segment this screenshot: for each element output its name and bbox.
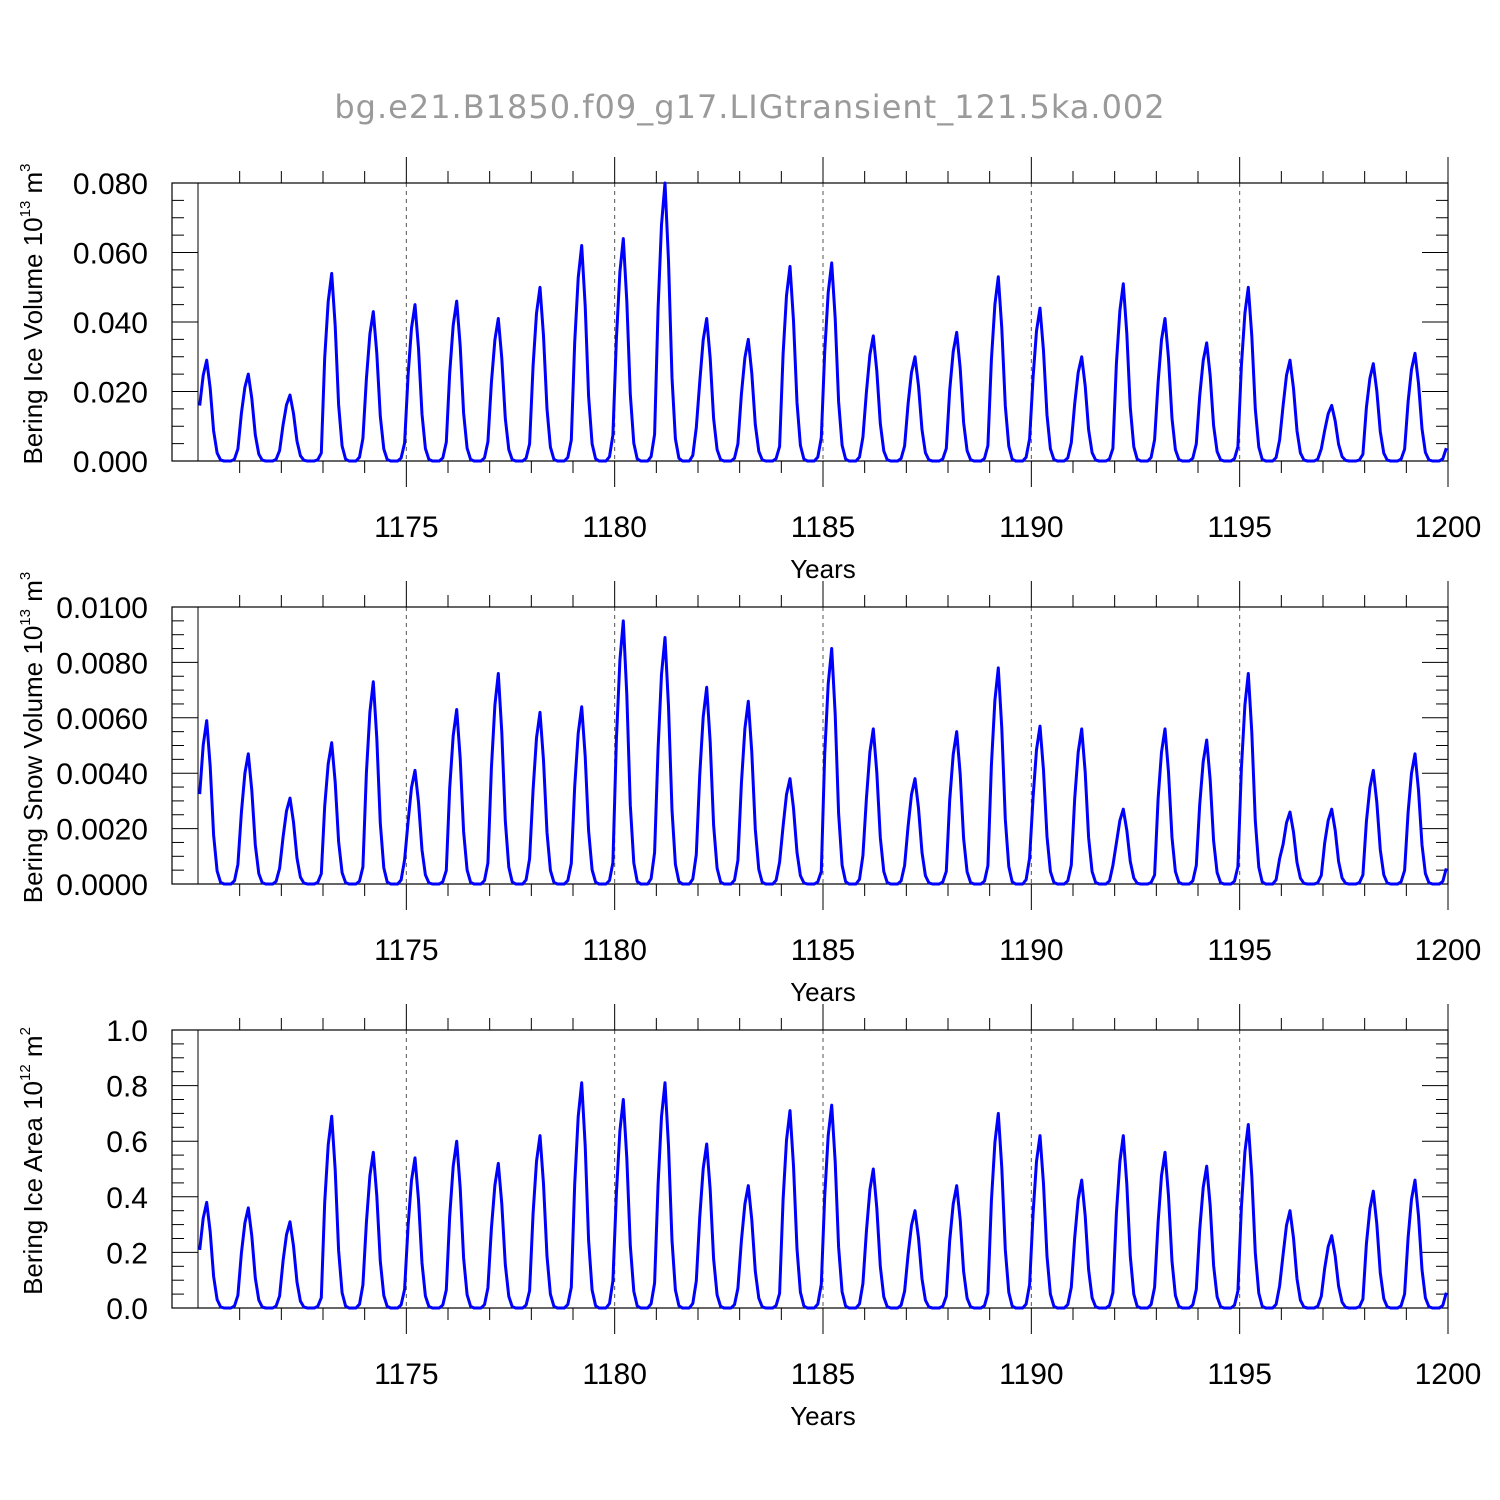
y-tick-label: 0.0020 (56, 814, 148, 847)
x-tick-label: 1190 (999, 1358, 1064, 1391)
x-tick-label: 1195 (1207, 1358, 1272, 1391)
y-tick-label: 0.0060 (56, 703, 148, 736)
x-axis-title: Years (790, 554, 856, 584)
y-tick-label: 0.0100 (56, 592, 148, 625)
series-line-snow_volume (198, 619, 1448, 886)
x-tick-label: 1180 (582, 1358, 647, 1391)
y-tick-label: 0.080 (73, 168, 148, 201)
y-tick-label: 0.6 (106, 1126, 148, 1159)
panel-ice_area: 0.0 0.2 0.4 0.6 0.8 1.0 1175 1180 1185 1190 1195 12… (17, 1004, 1481, 1431)
panel-snow_volume: 0.0000 0.0020 0.0040 0.0060 0.0080 0.0100 1175… (17, 572, 1481, 1007)
y-tick-label: 0.060 (73, 238, 148, 271)
y-tick-label: 0.0 (106, 1293, 148, 1326)
y-tick-label: 0.020 (73, 377, 148, 410)
series-line-ice_area (198, 1081, 1448, 1310)
x-tick-label: 1185 (791, 934, 856, 967)
x-tick-label: 1200 (1415, 934, 1482, 967)
y-tick-label: 0.0080 (56, 647, 148, 680)
x-tick-label: 1190 (999, 511, 1064, 544)
x-tick-label: 1175 (374, 1358, 439, 1391)
panel-ice_volume: 0.000 0.020 0.040 0.060 0.080 1175 1180 1185 119… (17, 157, 1481, 584)
x-tick-label: 1180 (582, 934, 647, 967)
x-tick-label: 1185 (791, 1358, 856, 1391)
figure-title: bg.e21.B1850.f09_g17.LIGtransient_121.5k… (334, 88, 1165, 126)
y-axis-title: Bering Ice Volume 1013 m3 (17, 163, 48, 464)
y-axis-title: Bering Snow Volume 1013 m3 (17, 572, 48, 903)
y-tick-label: 0.000 (73, 446, 148, 479)
x-tick-label: 1195 (1207, 511, 1272, 544)
x-tick-label: 1180 (582, 511, 647, 544)
y-tick-label: 0.0000 (56, 869, 148, 902)
y-tick-label: 0.040 (73, 307, 148, 340)
y-tick-label: 0.8 (106, 1071, 148, 1104)
y-tick-label: 0.4 (106, 1182, 148, 1215)
x-tick-label: 1190 (999, 934, 1064, 967)
x-tick-label: 1175 (374, 511, 439, 544)
y-tick-label: 0.2 (106, 1237, 148, 1270)
y-axis-title: Bering Ice Area 1012 m2 (17, 1027, 48, 1295)
y-tick-label: 1.0 (106, 1015, 148, 1048)
x-axis-title: Years (790, 977, 856, 1007)
x-tick-label: 1200 (1415, 1358, 1482, 1391)
series-line-ice_volume (198, 181, 1448, 463)
y-tick-label: 0.0040 (56, 758, 148, 791)
x-tick-label: 1175 (374, 934, 439, 967)
panels: 0.000 0.020 0.040 0.060 0.080 1175 1180 1185 119… (17, 157, 1481, 1431)
x-axis-title: Years (790, 1401, 856, 1431)
x-tick-label: 1185 (791, 511, 856, 544)
x-tick-label: 1195 (1207, 934, 1272, 967)
x-tick-label: 1200 (1415, 511, 1482, 544)
